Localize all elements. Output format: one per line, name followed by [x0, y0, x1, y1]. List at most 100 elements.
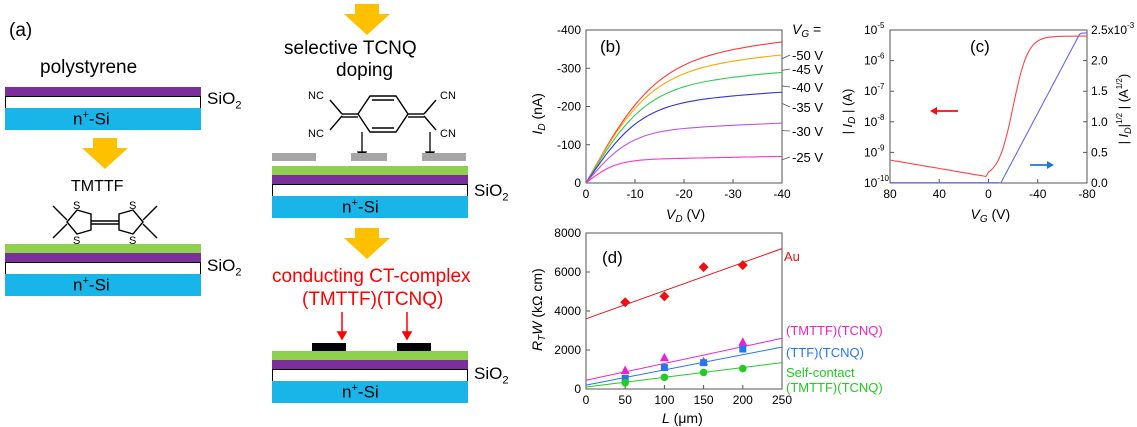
- nc-text-bottom: NC: [308, 128, 324, 140]
- nsi-substrate-4: [272, 381, 468, 403]
- data-point-au: [659, 291, 670, 302]
- blue-arrow-head: [1047, 161, 1054, 169]
- ct-arrows: [336, 312, 413, 341]
- x-tick-label-d: 0: [583, 393, 590, 407]
- data-point-ttf-tcnq: [621, 374, 629, 382]
- fit-line-d: [585, 337, 783, 381]
- y-tick-label-left-c: 10-6: [864, 52, 885, 68]
- y-tick-label-left-c: 10-10: [864, 174, 889, 190]
- data-point-self-contact: [660, 373, 669, 382]
- svg-text:S: S: [129, 235, 136, 247]
- x-tick-label-d: 150: [694, 393, 714, 407]
- fit-line-d: [585, 362, 783, 388]
- series-line-sqrt-c: [890, 32, 1087, 184]
- data-point-au: [698, 262, 709, 273]
- y-tick-label-d: 6000: [554, 265, 581, 279]
- mask-segment-3: [422, 153, 466, 161]
- legend-leader-b: [781, 103, 791, 108]
- y-tick-label-left-c: 10-9: [864, 143, 885, 159]
- y-tick-label-right-c: 0.0: [1091, 176, 1108, 190]
- legend-label-b: -50 V: [792, 48, 823, 63]
- svg-text:S: S: [73, 235, 80, 247]
- nc-text-top: NC: [308, 90, 324, 102]
- x-tick-label-b: -40: [773, 187, 791, 201]
- legend-leader-b: [781, 54, 791, 60]
- data-point-tmttf-tcnq: [738, 337, 748, 346]
- svg-text:S: S: [129, 200, 136, 212]
- x-axis-label-d: L (μm): [662, 410, 703, 426]
- x-tick-label-b: -20: [675, 187, 693, 201]
- data-point-self-contact: [699, 368, 708, 377]
- legend-label-d: Self-contact: [786, 365, 855, 380]
- fit-line-d: [585, 248, 783, 320]
- y-axis-label-d: RTW (kΩ cm): [529, 268, 548, 351]
- polystyrene-layer-3: [272, 175, 468, 184]
- data-point-tmttf-tcnq: [620, 365, 630, 374]
- x-tick-label-c: -40: [1029, 187, 1047, 201]
- yellow-down-arrow-2: [344, 4, 390, 35]
- series-line-b: [585, 91, 783, 184]
- legend-label-d: Au: [784, 249, 800, 264]
- sio2-label-4: SiO2: [474, 364, 509, 387]
- x-tick-label-b: -10: [626, 187, 644, 201]
- data-point-ttf-tcnq: [700, 359, 708, 367]
- cn-text-bottom: CN: [440, 128, 456, 140]
- x-tick-label-d: 250: [772, 393, 792, 407]
- series-line-b: [585, 122, 783, 184]
- nsi-label-4: n+-Si: [342, 382, 379, 402]
- data-point-ttf-tcnq: [739, 345, 747, 353]
- tcnq-molecule: NC NC CN CN: [308, 90, 456, 140]
- legend-leader-b: [781, 68, 791, 71]
- y-tick-label-b: -100: [557, 138, 581, 152]
- y-axis-label-left-c: | ID | (A): [840, 89, 858, 135]
- x-axis-label-b: VD (V): [666, 206, 705, 225]
- y-tick-label-b: -200: [557, 100, 581, 114]
- y-tick-label-d: 4000: [554, 304, 581, 318]
- tmttf-layer-3: [272, 166, 468, 175]
- legend-label-d-line2: (TMTTF)(TCNQ): [786, 380, 883, 395]
- tmttf-label: TMTTF: [71, 178, 124, 195]
- legend-label-b: -25 V: [792, 150, 823, 165]
- data-point-tmttf-tcnq: [659, 352, 669, 362]
- legend-leader-b: [781, 85, 791, 88]
- legend-label-b: -30 V: [792, 124, 823, 139]
- tmttf-layer: [5, 244, 201, 253]
- series-line-b: [585, 54, 783, 184]
- x-tick-label-c: 0: [985, 187, 992, 201]
- y-axis-label-right-c: | ID|1/2 | (A1/2): [1115, 74, 1133, 145]
- data-point-au: [620, 297, 631, 308]
- tmttf-molecule: S S S S: [52, 200, 158, 247]
- chart-d: (d) 0 50 100 150 200 250 0 2000 4000 6000 8000 L (μm…: [529, 226, 883, 426]
- legend-label-d: (TMTTF)(TCNQ): [786, 323, 883, 338]
- x-tick-label-c: -80: [1078, 187, 1096, 201]
- polystyrene-layer: [5, 87, 201, 96]
- y-tick-label-right-c: 2.0: [1091, 54, 1108, 68]
- sio2-label-3: SiO2: [474, 181, 509, 204]
- x-tick-label-d: 100: [654, 393, 674, 407]
- y-tick-label-d: 2000: [554, 343, 581, 357]
- legend-label-b: -35 V: [792, 100, 823, 115]
- nsi-label-2: n+-Si: [73, 275, 110, 295]
- mask-segment-2: [351, 153, 387, 161]
- nsi-substrate-2: [5, 274, 201, 296]
- y-tick-label-left-c: 10-8: [864, 113, 885, 129]
- y-tick-label-right-c: 1.0: [1091, 115, 1108, 129]
- series-line-b: [585, 41, 783, 184]
- nsi-substrate: [5, 108, 201, 130]
- ct-contact-2: [397, 343, 431, 351]
- chart-c: (c) 80 40 0 -40 -80 10-10 10-9 10-8 10-7 10-6 10-5 0…: [840, 21, 1135, 225]
- y-tick-label-b: -300: [557, 61, 581, 75]
- polystyrene-label: polystyrene: [40, 57, 138, 78]
- x-tick-label-d: 200: [733, 393, 753, 407]
- nsi-substrate-3: [272, 196, 468, 218]
- ct-contact-1: [312, 343, 346, 351]
- ct-complex-line1: conducting CT-complex: [272, 266, 471, 287]
- data-point-au: [737, 260, 748, 271]
- selective-doping-line1: selective TCNQ: [284, 38, 417, 59]
- svg-text:S: S: [73, 200, 80, 212]
- ct-complex-line2: (TMTTF)(TCNQ): [302, 289, 444, 310]
- y-tick-label-right-c: 0.5: [1091, 145, 1108, 159]
- series-line-b: [585, 71, 783, 184]
- polystyrene-layer-2: [5, 253, 201, 262]
